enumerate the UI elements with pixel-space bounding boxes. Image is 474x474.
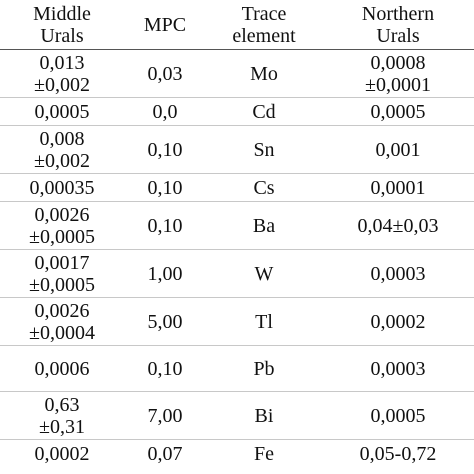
cell-middle-urals: 0,0002 — [34, 443, 90, 465]
cell-middle-urals: 0,0026 ±0,0004 — [29, 299, 95, 344]
cell-mpc: 0,0 — [152, 100, 178, 123]
cell-mpc: 0,10 — [147, 357, 183, 380]
cell-mpc: 0,10 — [147, 176, 183, 199]
cell-northern-urals: 0,04±0,03 — [357, 214, 439, 237]
cell-northern-urals: 0,001 — [375, 138, 421, 161]
table-row: 0,0026 ±0,0004 5,00 Tl 0,0002 — [0, 298, 474, 346]
cell-northern-urals: 0,0005 — [370, 100, 426, 123]
cell-trace-element: Bi — [254, 404, 274, 427]
cell-trace-element: Cs — [253, 176, 275, 199]
table-row: 0,0006 0,10 Pb 0,0003 — [0, 346, 474, 392]
cell-mpc: 1,00 — [147, 262, 183, 285]
cell-trace-element: Sn — [253, 138, 275, 161]
table-header-row: Middle Urals MPC Trace element Northern … — [0, 0, 474, 50]
header-trace-element: Trace element — [232, 2, 296, 47]
cell-middle-urals: 0,0006 — [34, 357, 90, 380]
table-row: 0,0002 0,07 Fe 0,05-0,72 — [0, 440, 474, 468]
cell-northern-urals: 0,0003 — [370, 357, 426, 380]
header-northern-urals: Northern Urals — [361, 2, 435, 47]
cell-mpc: 0,10 — [147, 138, 183, 161]
cell-trace-element: Mo — [250, 62, 278, 85]
cell-middle-urals: 0,013 ±0,002 — [34, 51, 90, 96]
table-row: 0,0017 ±0,0005 1,00 W 0,0003 — [0, 250, 474, 298]
cell-mpc: 0,07 — [147, 443, 183, 465]
cell-trace-element: Pb — [253, 357, 275, 380]
cell-northern-urals: 0,0008 ±0,0001 — [365, 51, 431, 96]
cell-northern-urals: 0,0002 — [370, 310, 426, 333]
cell-northern-urals: 0,0005 — [370, 404, 426, 427]
table-row: 0,63 ±0,31 7,00 Bi 0,0005 — [0, 392, 474, 440]
cell-mpc: 0,10 — [147, 214, 183, 237]
cell-middle-urals: 0,00035 — [29, 176, 95, 199]
table-row: 0,0005 0,0 Cd 0,0005 — [0, 98, 474, 126]
cell-trace-element: W — [254, 262, 274, 285]
cell-middle-urals: 0,63 ±0,31 — [39, 393, 85, 438]
cell-middle-urals: 0,008 ±0,002 — [34, 127, 90, 172]
table-row: 0,008 ±0,002 0,10 Sn 0,001 — [0, 126, 474, 174]
cell-middle-urals: 0,0026 ±0,0005 — [29, 203, 95, 248]
cell-mpc: 5,00 — [147, 310, 183, 333]
cell-trace-element: Ba — [252, 214, 276, 237]
cell-mpc: 0,03 — [147, 62, 183, 85]
cell-northern-urals: 0,0001 — [370, 176, 426, 199]
header-middle-urals: Middle Urals — [33, 2, 91, 47]
cell-mpc: 7,00 — [147, 404, 183, 427]
table-row: 0,013 ±0,002 0,03 Mo 0,0008 ±0,0001 — [0, 50, 474, 98]
cell-trace-element: Fe — [254, 443, 274, 465]
cell-trace-element: Tl — [255, 310, 273, 333]
cell-middle-urals: 0,0017 ±0,0005 — [29, 251, 95, 296]
cell-northern-urals: 0,0003 — [370, 262, 426, 285]
cell-trace-element: Cd — [252, 100, 276, 123]
cell-northern-urals: 0,05-0,72 — [359, 443, 437, 465]
cell-middle-urals: 0,0005 — [34, 100, 90, 123]
table-row: 0,00035 0,10 Cs 0,0001 — [0, 174, 474, 202]
table-row: 0,0026 ±0,0005 0,10 Ba 0,04±0,03 — [0, 202, 474, 250]
header-mpc: MPC — [143, 13, 187, 36]
